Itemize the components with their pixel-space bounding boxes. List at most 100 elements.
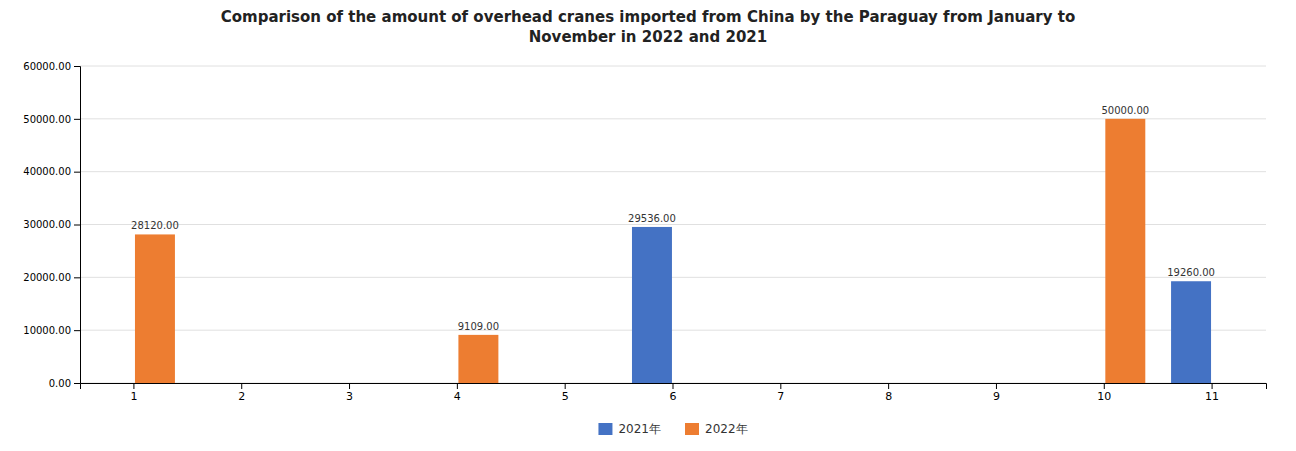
- x-tick-mark: [133, 383, 134, 389]
- bar-series: [135, 119, 1145, 383]
- grid-line: [80, 277, 1266, 278]
- x-axis-line: [81, 384, 1267, 390]
- y-tick-label: 20000.00: [23, 272, 71, 283]
- legend-label: 2021年: [618, 422, 661, 436]
- y-tick-mark: [74, 119, 80, 120]
- grid-line: [80, 66, 1266, 67]
- x-tick-label: 5: [562, 390, 569, 403]
- legend-item: 2022年: [685, 422, 748, 436]
- y-axis-line: [74, 67, 81, 384]
- y-tick: 40000.00: [23, 166, 80, 177]
- bar: [243, 383, 283, 384]
- x-tick: 3: [346, 383, 353, 403]
- grid-line: [80, 118, 1266, 119]
- x-axis: 1 2 3 4 5 6 7 8 9 10 11: [81, 383, 1267, 403]
- x-tick: 5: [562, 383, 569, 403]
- x-tick: 9: [993, 383, 1000, 403]
- x-tick-mark: [349, 383, 350, 389]
- x-tick: 11: [1205, 383, 1219, 403]
- bar: [1213, 383, 1253, 384]
- x-tick-mark: [673, 383, 674, 389]
- x-tick: 4: [454, 383, 461, 403]
- x-tick: 7: [777, 383, 784, 403]
- x-tick-mark: [565, 383, 566, 389]
- plot: 0.00 10000.00 20000.00 30000.00 40000.00 5000…: [23, 61, 1266, 403]
- data-label: 19260.00: [1167, 267, 1215, 278]
- x-tick-label: 6: [670, 390, 677, 403]
- bar: [955, 383, 995, 384]
- bar: [309, 383, 349, 384]
- bars: [135, 119, 1211, 383]
- x-tick-label: 8: [885, 390, 892, 403]
- y-tick-mark: [74, 277, 80, 278]
- legend-swatch: [685, 423, 699, 435]
- bar: [782, 383, 822, 384]
- x-tick-label: 1: [130, 390, 137, 403]
- x-tick-mark: [457, 383, 458, 389]
- legend-item: 2021年: [598, 422, 661, 436]
- bar: [458, 335, 498, 383]
- bar: [135, 234, 175, 383]
- bar: [351, 383, 391, 384]
- y-tick-mark: [74, 225, 80, 226]
- y-tick: 0.00: [49, 378, 80, 389]
- x-tick: 1: [130, 383, 137, 403]
- y-tick-mark: [74, 383, 80, 384]
- y-tick-label: 10000.00: [23, 325, 71, 336]
- x-tick: 10: [1097, 383, 1111, 403]
- bar: [416, 383, 456, 384]
- legend-label: 2022年: [705, 422, 748, 436]
- x-tick-mark: [996, 383, 997, 389]
- y-tick: 20000.00: [23, 272, 80, 283]
- x-tick: 2: [238, 383, 245, 403]
- x-tick-mark: [780, 383, 781, 389]
- x-tick-mark: [1212, 383, 1213, 389]
- data-label: 50000.00: [1101, 105, 1149, 116]
- y-tick: 60000.00: [23, 61, 80, 72]
- bar: [1105, 119, 1145, 383]
- y-tick: 10000.00: [23, 325, 80, 336]
- data-label: 28120.00: [131, 220, 179, 231]
- y-tick-mark: [74, 66, 80, 67]
- y-tick-label: 50000.00: [23, 114, 71, 125]
- x-tick-label: 9: [993, 390, 1000, 403]
- bar: [890, 383, 930, 384]
- y-tick-mark: [74, 172, 80, 173]
- data-labels: 29536.00 19260.00 28120.00 9109.00 50000.00: [131, 105, 1215, 332]
- grid-line: [80, 330, 1266, 331]
- legend-swatch: [598, 423, 612, 435]
- bar: [998, 383, 1038, 384]
- x-tick-label: 2: [238, 390, 245, 403]
- legend: 2021年 2022年: [598, 422, 747, 436]
- y-tick-label: 40000.00: [23, 166, 71, 177]
- x-tick: 6: [670, 383, 677, 403]
- x-tick-label: 10: [1097, 390, 1111, 403]
- data-label: 29536.00: [628, 213, 676, 224]
- grid-line: [80, 224, 1266, 225]
- title-line: November in 2022 and 2021: [529, 28, 768, 46]
- chart: Comparison of the amount of overhead cra…: [0, 0, 1296, 451]
- x-tick-mark: [1104, 383, 1105, 389]
- x-tick-mark: [888, 383, 889, 389]
- title-line: Comparison of the amount of overhead cra…: [221, 8, 1076, 26]
- x-tick-label: 3: [346, 390, 353, 403]
- y-tick-mark: [74, 330, 80, 331]
- bar: [93, 383, 133, 384]
- grid: [80, 66, 1266, 383]
- bar: [848, 383, 888, 384]
- y-tick-label: 60000.00: [23, 61, 71, 72]
- bar: [201, 383, 241, 384]
- data-label: 9109.00: [458, 321, 499, 332]
- y-tick: 30000.00: [23, 219, 80, 230]
- y-axis: 0.00 10000.00 20000.00 30000.00 40000.00 5000…: [23, 61, 80, 389]
- x-tick-label: 4: [454, 390, 461, 403]
- bar: [632, 227, 672, 383]
- bar: [1171, 281, 1211, 383]
- grid-line: [80, 171, 1266, 172]
- x-tick: 8: [885, 383, 892, 403]
- x-tick-label: 7: [777, 390, 784, 403]
- x-tick-label: 11: [1205, 390, 1219, 403]
- title: Comparison of the amount of overhead cra…: [221, 8, 1076, 46]
- bar: [524, 383, 564, 384]
- bar: [740, 383, 780, 384]
